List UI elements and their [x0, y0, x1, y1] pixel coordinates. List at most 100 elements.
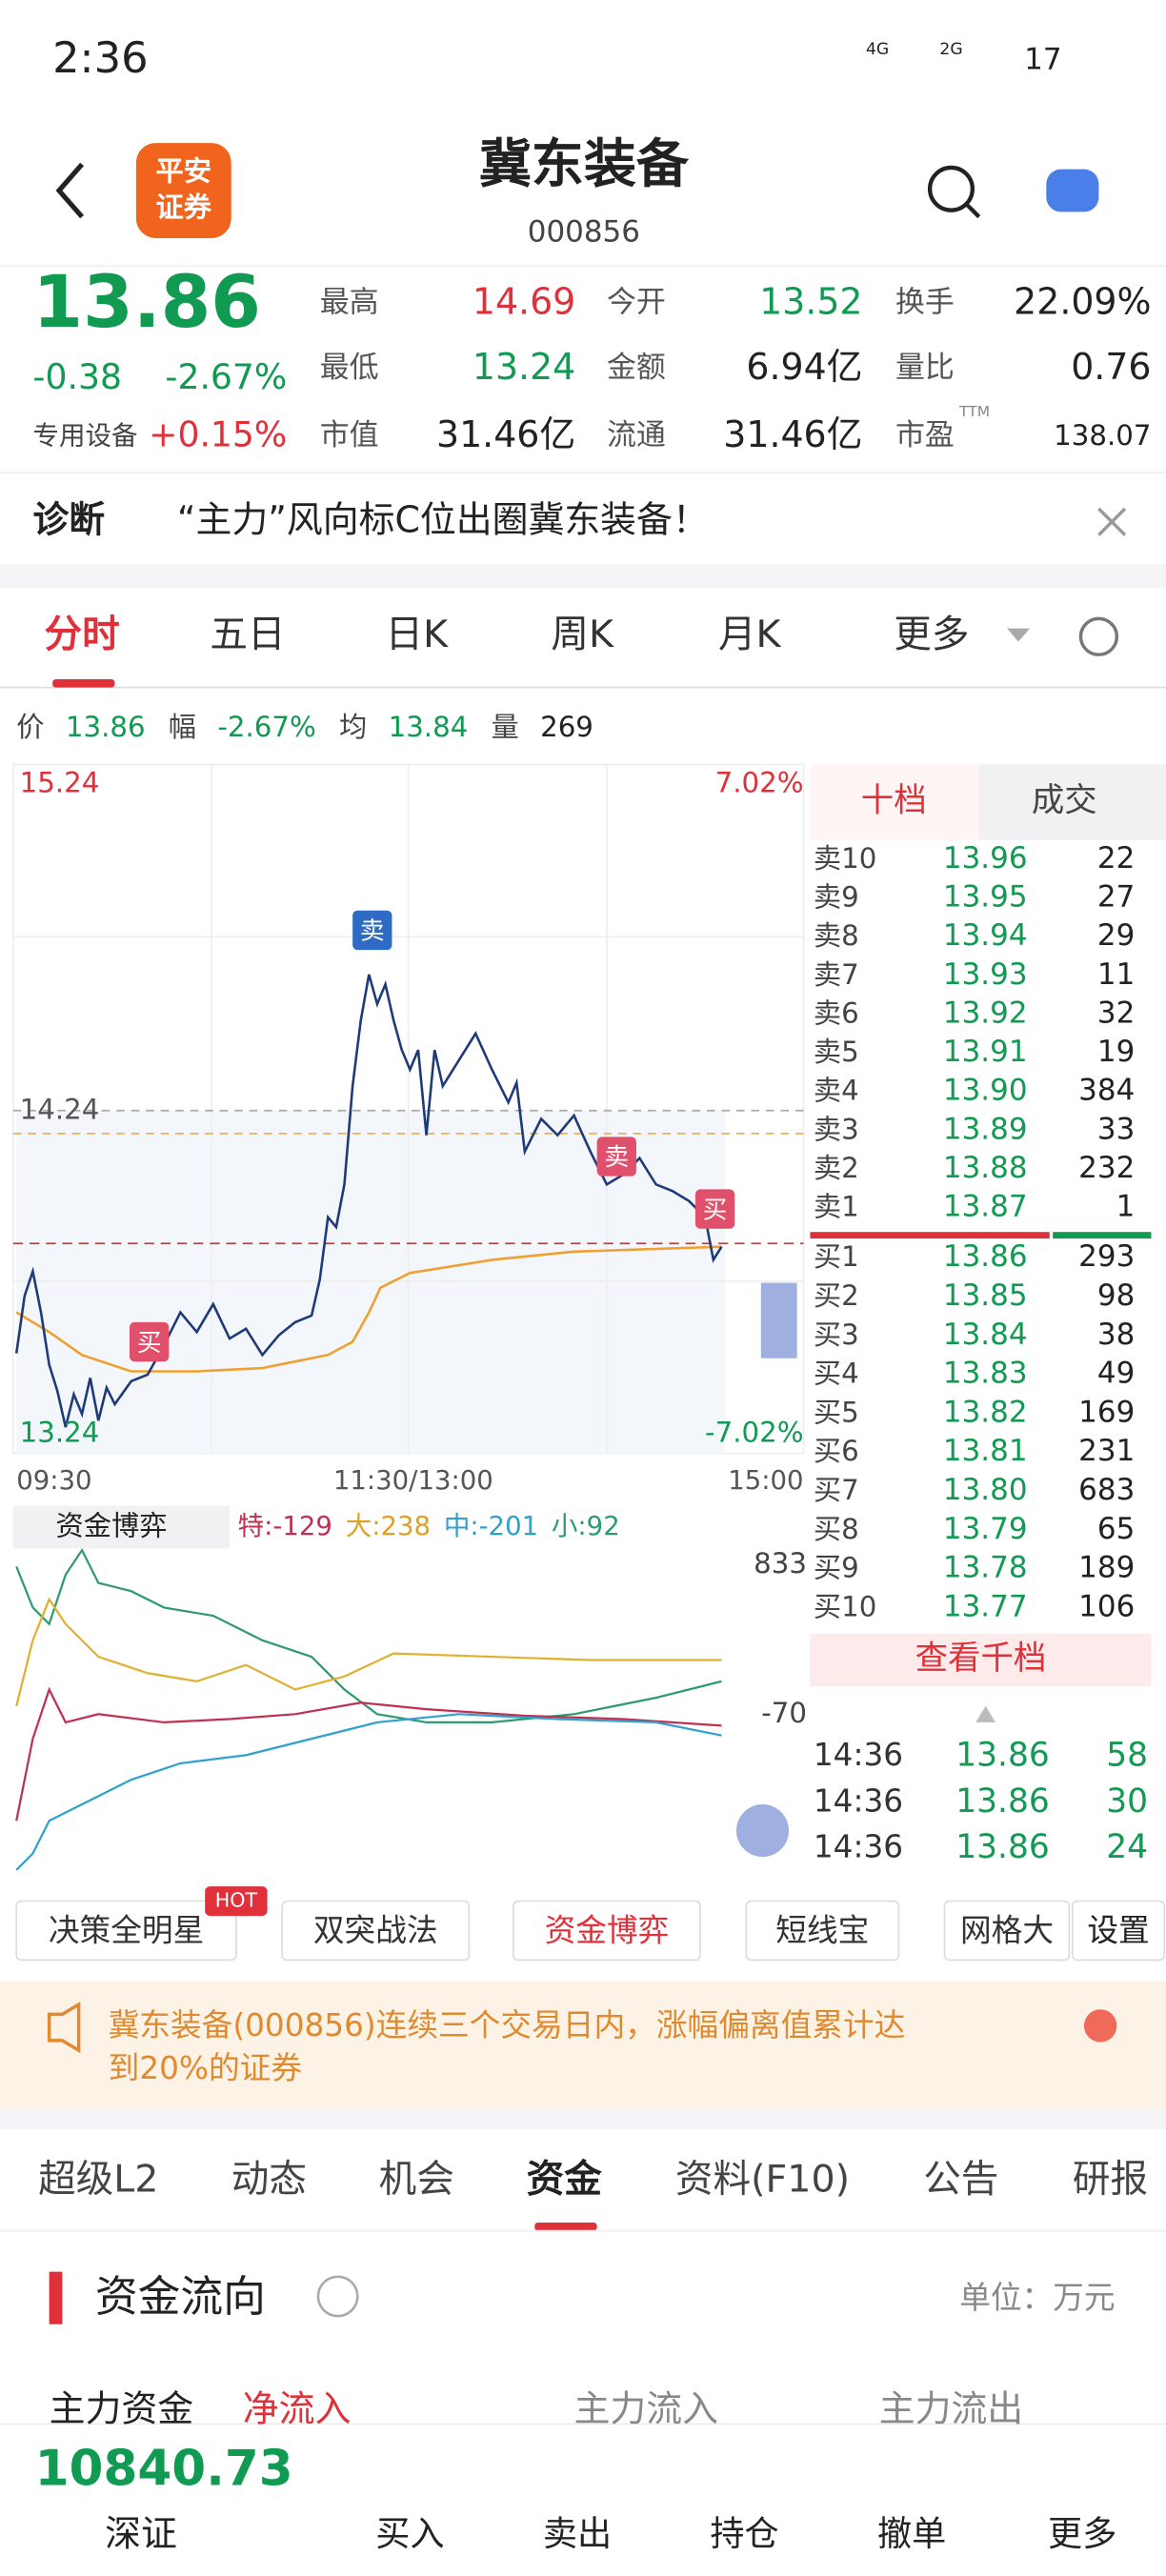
action-button[interactable]: 撤单 [877, 2513, 946, 2554]
order-price: 13.81 [943, 1434, 1028, 1468]
section-marker [49, 2271, 63, 2324]
stat-label: 最低 [320, 351, 379, 385]
bid-label: 买6 [814, 1435, 859, 1467]
info-tab[interactable]: 机会 [379, 2157, 454, 2201]
chart-tab[interactable]: 更多 [894, 613, 969, 656]
row-label: 净流入 [243, 2387, 352, 2429]
stat-label: 市值 [320, 418, 379, 453]
order-price: 13.89 [943, 1112, 1028, 1146]
tab-indicator [534, 2222, 597, 2231]
chart-tab[interactable]: 分时 [44, 613, 119, 656]
order-price: 13.90 [943, 1074, 1028, 1108]
close-button[interactable] [1097, 507, 1127, 536]
stat-value: 31.46亿 [723, 413, 862, 455]
summary-value: 13.86 [66, 711, 146, 743]
summary-value: 269 [540, 711, 593, 743]
bottom-bar [0, 2424, 1166, 2572]
order-price: 13.88 [943, 1151, 1028, 1185]
tab-indicator [52, 679, 115, 688]
superscript: TTM [958, 403, 990, 420]
info-tab[interactable]: 超级L2 [38, 2157, 158, 2201]
back-button[interactable] [55, 162, 85, 219]
bid-label: 买9 [814, 1552, 859, 1584]
axis-label: 15.24 [20, 767, 100, 799]
chart-tab[interactable]: 周K [551, 613, 614, 656]
chart-tab[interactable]: 日K [385, 613, 449, 656]
info-tab[interactable]: 研报 [1073, 2157, 1148, 2201]
summary-label: 价 [16, 711, 44, 743]
notice-text: 冀东装备(000856)连续三个交易日内，涨幅偏离值累计达 [109, 2007, 906, 2043]
bid-label: 买3 [814, 1318, 859, 1351]
stock-name: 冀东装备 [479, 133, 690, 194]
action-button[interactable]: 持仓 [710, 2513, 778, 2554]
trade-time: 14:36 [814, 1782, 903, 1819]
summary-label: 均 [339, 711, 367, 743]
row-label: 主力流出 [879, 2387, 1023, 2429]
info-tab[interactable]: 资料(F10) [675, 2157, 850, 2201]
ask-label: 卖6 [814, 996, 859, 1029]
stat-label: 量比 [895, 351, 955, 385]
fund-selector-text[interactable]: 资金博弈 [56, 1510, 168, 1542]
order-volume: 683 [1078, 1473, 1135, 1507]
time-label: 09:30 [16, 1465, 91, 1496]
info-tab[interactable]: 资金 [527, 2157, 603, 2201]
sector-percent: +0.15% [149, 413, 287, 454]
price-line [14, 974, 723, 1428]
assistant-button[interactable] [1046, 169, 1099, 212]
tool-button-text[interactable]: 网格大 [960, 1912, 1054, 1948]
order-price: 13.80 [943, 1473, 1028, 1507]
ask-label: 卖9 [814, 881, 859, 914]
tool-button-text[interactable]: 决策全明星 [49, 1912, 204, 1948]
search-button[interactable] [927, 165, 975, 212]
fund-selector[interactable] [12, 1505, 231, 1549]
order-volume: 293 [1078, 1239, 1135, 1274]
info-tab[interactable]: 动态 [231, 2157, 307, 2201]
tool-button [943, 1900, 1071, 1962]
orderbook-tab-bg [810, 764, 979, 840]
info-tab[interactable]: 公告 [923, 2157, 998, 2201]
settings-button[interactable] [1078, 616, 1119, 656]
info-icon[interactable] [316, 2275, 359, 2318]
tool-button-text[interactable]: 短线宝 [775, 1912, 869, 1948]
search-icon [966, 203, 981, 219]
diagnosis-text: “主力”风向标C位出圈冀东装备！ [177, 498, 709, 540]
action-button[interactable]: 卖出 [543, 2513, 612, 2554]
action-button[interactable]: 更多 [1048, 2513, 1116, 2554]
divider [0, 564, 1166, 588]
tool-button [15, 1900, 237, 1962]
more-depth[interactable]: 查看千档 [915, 1640, 1047, 1678]
order-volume: 169 [1078, 1395, 1135, 1429]
more-depth-button[interactable] [810, 1633, 1152, 1687]
trade-time: 14:36 [814, 1737, 903, 1773]
fullscreen-button[interactable] [735, 1804, 790, 1858]
notice-bar [0, 1981, 1166, 2110]
stat-value: 31.46亿 [436, 413, 575, 455]
marker-text: 卖 [604, 1143, 629, 1172]
notice-close[interactable] [1083, 2009, 1117, 2043]
stat-label: 换手 [895, 285, 955, 319]
tool-button-text[interactable]: 双突战法 [313, 1912, 438, 1948]
dropdown-icon [1007, 628, 1031, 642]
tool-button-text[interactable]: 资金博弈 [545, 1912, 670, 1948]
bid-label: 买5 [814, 1396, 859, 1428]
settings-text[interactable]: 设置 [1087, 1912, 1149, 1948]
tool-button [512, 1900, 701, 1962]
order-volume: 27 [1097, 880, 1135, 915]
orderbook-tab[interactable]: 成交 [1032, 782, 1097, 820]
market-name[interactable]: 深证 [105, 2512, 177, 2554]
change-percent: -2.67% [165, 356, 287, 397]
bid-label: 买4 [814, 1358, 859, 1390]
ratio-bar [810, 1232, 1050, 1239]
chart-tab[interactable]: 月K [718, 613, 782, 656]
average-line [15, 1245, 722, 1373]
orderbook-tab[interactable]: 十档 [861, 782, 927, 820]
chart-tab[interactable]: 五日 [210, 613, 285, 656]
order-volume: 22 [1097, 841, 1135, 875]
stat-label: 市盈 [895, 418, 955, 453]
action-button[interactable]: 买入 [375, 2513, 444, 2554]
order-price: 13.79 [943, 1512, 1028, 1546]
order-price: 13.84 [943, 1318, 1028, 1352]
trade-price: 13.86 [955, 1737, 1050, 1775]
axis-label: -7.02% [705, 1416, 803, 1448]
expand-button[interactable] [760, 1282, 797, 1358]
